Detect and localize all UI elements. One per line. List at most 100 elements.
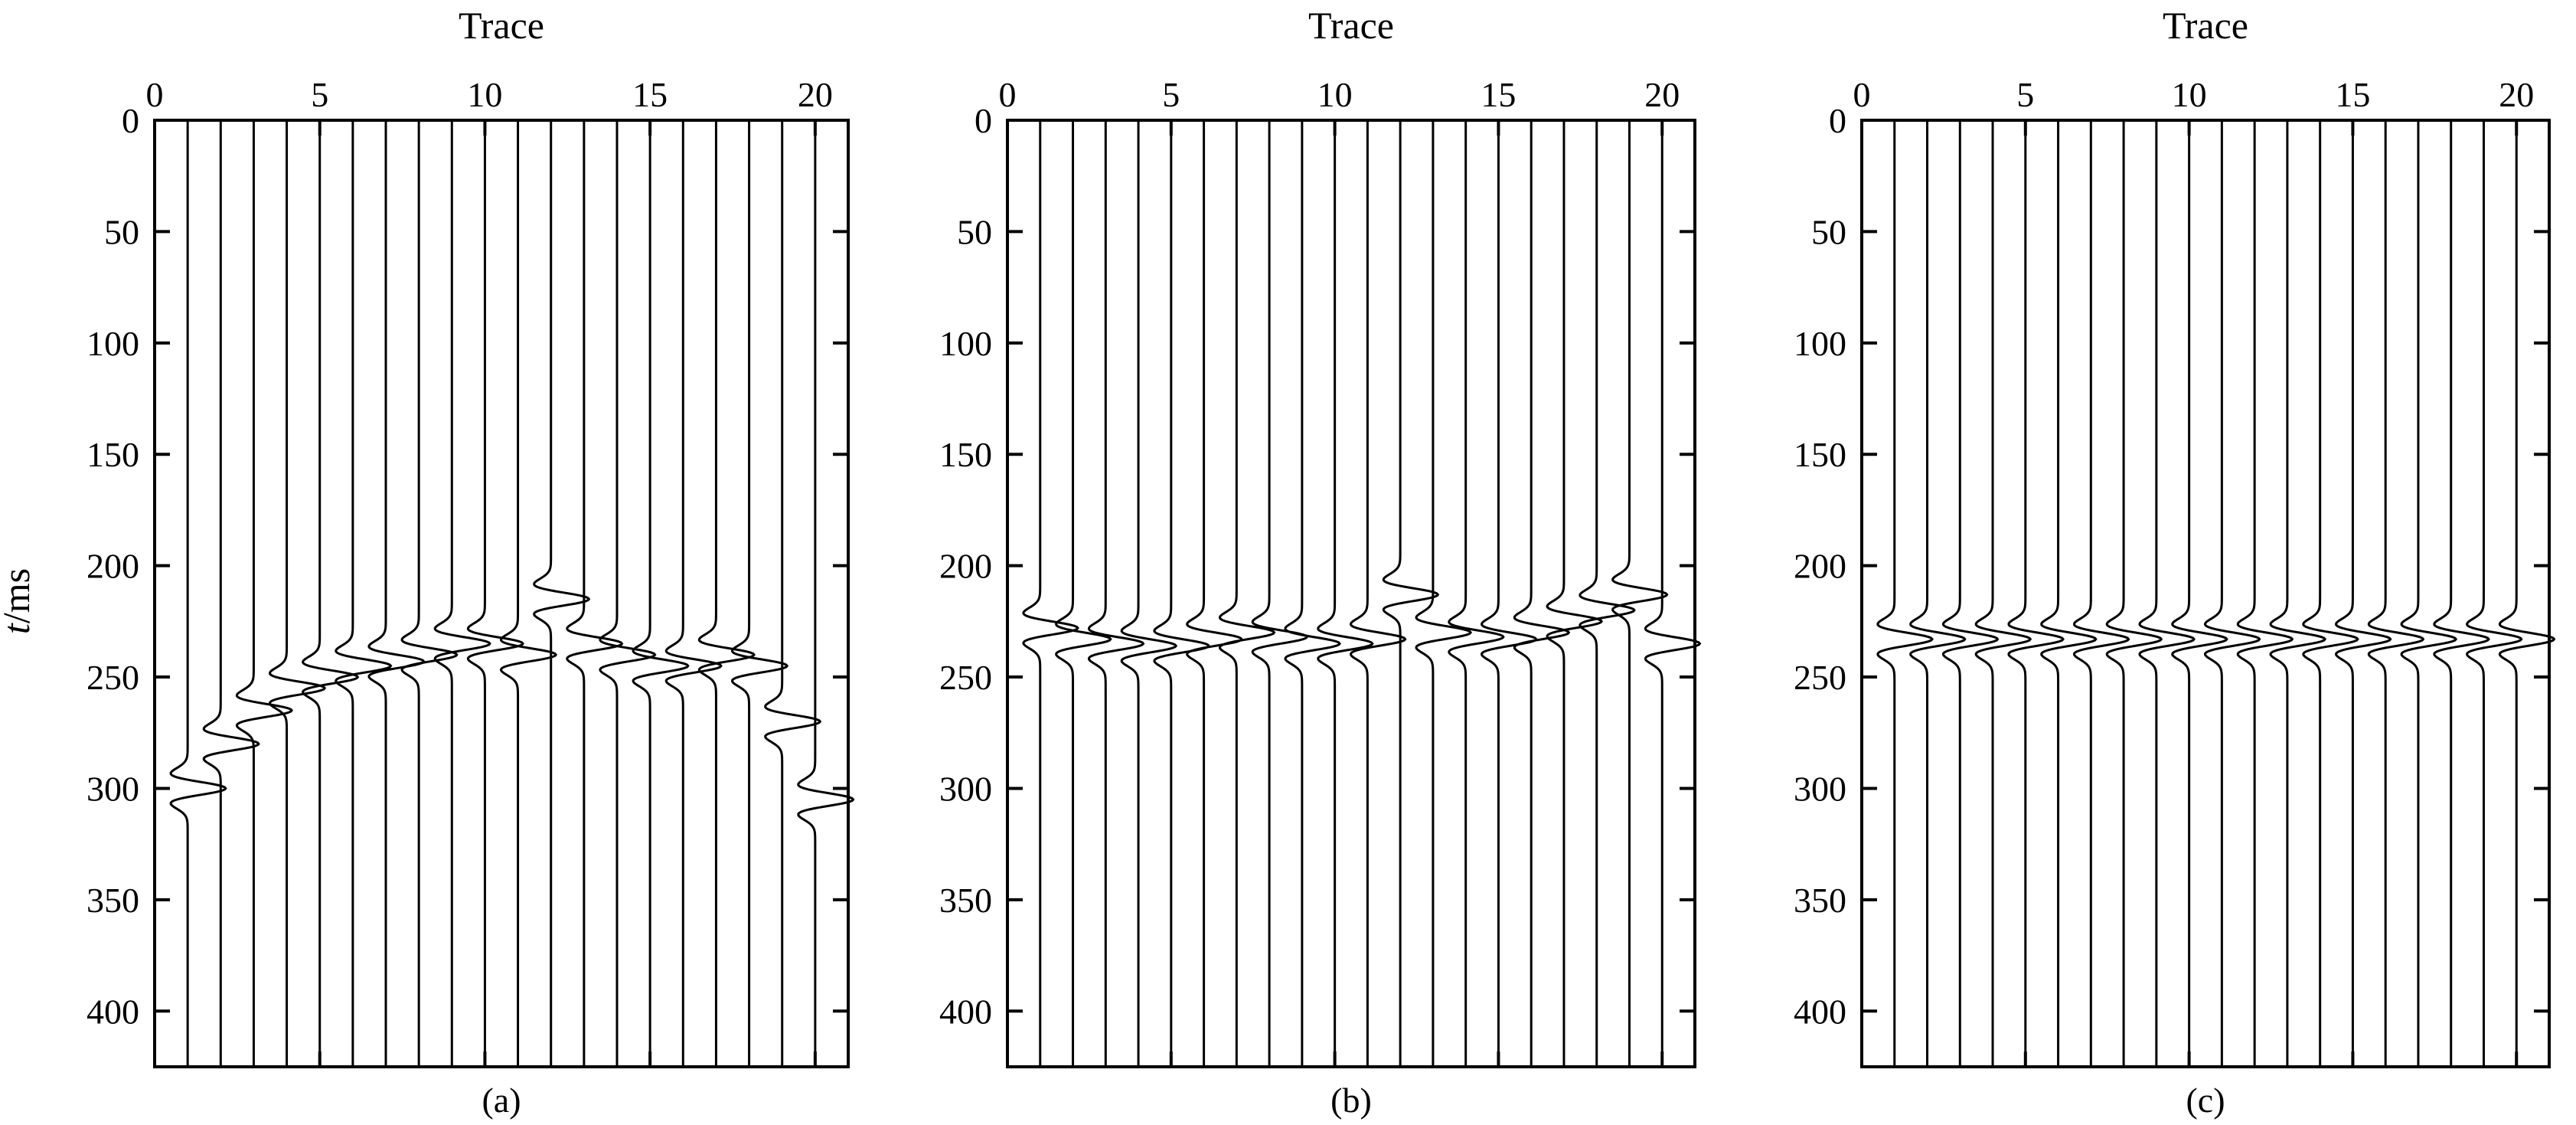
- trace-9: [433, 120, 491, 1067]
- x-tick-label: 0: [999, 75, 1017, 114]
- trace-5: [302, 120, 360, 1067]
- y-tick-label: 200: [1794, 547, 1846, 586]
- trace-11: [1350, 120, 1407, 1067]
- x-tick-label: 0: [146, 75, 164, 114]
- trace-20: [797, 120, 855, 1067]
- trace-14: [2302, 120, 2359, 1067]
- trace-3: [1941, 120, 2000, 1067]
- x-tick-label: 15: [1481, 75, 1516, 114]
- y-tick-label: 300: [939, 769, 992, 808]
- trace-8: [400, 120, 459, 1067]
- y-axis-title: t/ms: [0, 568, 38, 634]
- y-tick-label: 400: [1794, 992, 1846, 1031]
- trace-5: [1153, 120, 1210, 1067]
- trace-8: [2105, 120, 2163, 1067]
- plot-frame: [1006, 119, 1696, 1068]
- trace-10: [1317, 120, 1374, 1067]
- y-tick-label: 350: [87, 881, 139, 920]
- trace-16: [2367, 120, 2425, 1067]
- trace-2: [1055, 120, 1112, 1067]
- y-tick-label: 50: [957, 212, 992, 251]
- x-tick-label: 5: [2016, 75, 2034, 114]
- x-tick-label: 0: [1853, 75, 1871, 114]
- trace-18: [1579, 120, 1636, 1067]
- trace-15: [2335, 120, 2392, 1067]
- trace-4: [269, 120, 327, 1067]
- trace-7: [2073, 120, 2130, 1067]
- y-tick-label: 250: [1794, 658, 1846, 697]
- trace-8: [1251, 120, 1309, 1067]
- y-tick-label: 0: [122, 101, 139, 140]
- y-tick-label: 400: [939, 992, 992, 1031]
- x-tick-label: 20: [798, 75, 833, 114]
- panel-label: (a): [482, 1081, 521, 1120]
- trace-17: [697, 120, 756, 1067]
- x-axis-title: Trace: [2163, 4, 2248, 47]
- x-tick-label: 20: [1644, 75, 1680, 114]
- y-tick-label: 400: [87, 992, 139, 1031]
- trace-13: [1415, 120, 1473, 1067]
- x-tick-label: 15: [2335, 75, 2370, 114]
- trace-20: [1644, 120, 1702, 1067]
- trace-1: [1022, 120, 1079, 1067]
- trace-7: [367, 120, 426, 1067]
- trace-2: [202, 120, 260, 1067]
- x-tick-label: 5: [1162, 75, 1180, 114]
- y-tick-label: 50: [104, 212, 139, 251]
- y-tick-label: 100: [87, 324, 139, 363]
- x-tick-label: 10: [467, 75, 502, 114]
- y-tick-label: 150: [939, 435, 992, 474]
- y-tick-label: 250: [87, 658, 139, 697]
- trace-15: [632, 120, 690, 1067]
- trace-16: [1513, 120, 1571, 1067]
- y-tick-label: 300: [1794, 769, 1846, 808]
- trace-2: [1909, 120, 1967, 1067]
- trace-7: [1219, 120, 1276, 1067]
- trace-19: [2466, 120, 2523, 1067]
- trace-20: [2498, 120, 2556, 1067]
- trace-1: [1876, 120, 1934, 1067]
- y-tick-label: 0: [1829, 101, 1846, 140]
- x-tick-label: 10: [1317, 75, 1353, 114]
- y-tick-label: 250: [939, 658, 992, 697]
- trace-3: [235, 120, 293, 1067]
- x-tick-label: 15: [632, 75, 668, 114]
- panel-1: 05101520050100150200250300350400Tracet/m…: [0, 4, 855, 1120]
- y-tick-label: 50: [1811, 212, 1846, 251]
- trace-19: [1611, 120, 1669, 1067]
- trace-4: [1120, 120, 1178, 1067]
- trace-5: [2007, 120, 2065, 1067]
- trace-17: [1546, 120, 1604, 1067]
- trace-6: [335, 120, 393, 1067]
- trace-14: [1448, 120, 1505, 1067]
- y-tick-label: 350: [1794, 881, 1846, 920]
- panel-label: (b): [1330, 1081, 1372, 1120]
- trace-14: [599, 120, 657, 1067]
- trace-1: [169, 120, 227, 1067]
- trace-9: [1284, 120, 1341, 1067]
- panel-label: (c): [2186, 1081, 2225, 1120]
- trace-12: [533, 120, 591, 1067]
- x-tick-label: 20: [2499, 75, 2534, 114]
- x-tick-label: 10: [2172, 75, 2207, 114]
- y-tick-label: 300: [87, 769, 139, 808]
- trace-10: [2171, 120, 2228, 1067]
- y-tick-label: 150: [87, 435, 139, 474]
- trace-16: [664, 120, 723, 1067]
- y-tick-label: 200: [939, 547, 992, 586]
- x-axis-title: Trace: [459, 4, 544, 47]
- trace-11: [500, 120, 558, 1067]
- trace-6: [1186, 120, 1243, 1067]
- trace-11: [2204, 120, 2261, 1067]
- trace-3: [1087, 120, 1145, 1067]
- trace-12: [2236, 120, 2294, 1067]
- plot-frame: [153, 119, 850, 1068]
- trace-4: [1974, 120, 2032, 1067]
- trace-12: [1382, 120, 1440, 1067]
- trace-10: [466, 120, 524, 1067]
- y-tick-label: 0: [975, 101, 992, 140]
- trace-19: [764, 120, 822, 1067]
- x-tick-label: 5: [311, 75, 328, 114]
